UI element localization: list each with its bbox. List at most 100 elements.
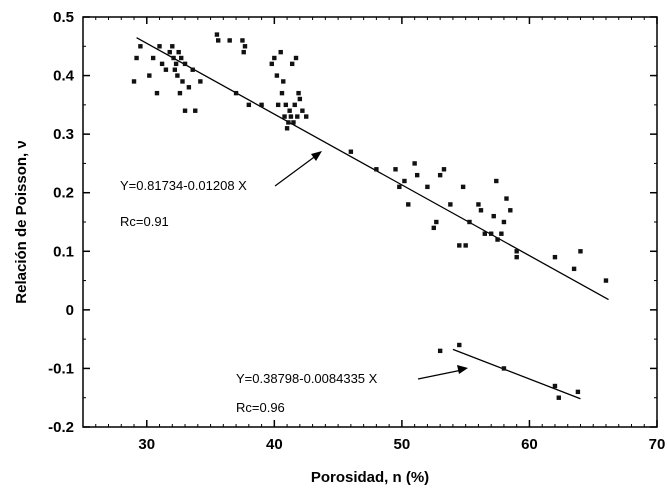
data-point: [287, 108, 292, 113]
data-point: [556, 395, 561, 400]
x-tick-label: 60: [521, 436, 538, 453]
data-point: [414, 172, 420, 178]
data-point: [246, 102, 252, 108]
data-point: [131, 79, 137, 84]
data-point: [431, 225, 436, 231]
data-point: [186, 85, 192, 90]
data-point: [275, 102, 281, 108]
data-point: [501, 366, 507, 371]
x-tick-label: 50: [394, 436, 411, 453]
data-point: [295, 114, 300, 119]
data-point: [193, 108, 198, 113]
data-point: [508, 208, 513, 213]
data-point: [241, 49, 246, 55]
x-tick-label: 40: [266, 436, 283, 453]
x-tick-label: 70: [649, 436, 666, 453]
data-point: [478, 208, 484, 213]
axis-ticks: 30 40 50 60 70 0.5 0.4 0.3 0.2 0.1 0 -0.1 -0.2: [48, 9, 665, 453]
data-point: [286, 120, 291, 125]
data-point: [289, 61, 295, 67]
data-point: [180, 79, 185, 84]
data-point: [163, 67, 169, 72]
y-axis-label: Relación de Poisson, ν: [13, 140, 30, 303]
data-point: [175, 73, 180, 78]
data-points: [131, 32, 609, 400]
data-point: [425, 184, 430, 190]
data-point: [150, 55, 156, 61]
data-point: [282, 114, 287, 119]
data-point: [296, 90, 301, 96]
data-point: [242, 44, 248, 49]
fit2-rc: Rc=0.96: [236, 400, 285, 415]
data-point: [171, 55, 176, 61]
fit2-arrowhead: [457, 365, 468, 374]
y-tick-label: -0.2: [48, 419, 74, 436]
data-point: [297, 96, 303, 102]
data-point: [182, 61, 188, 67]
data-point: [467, 219, 472, 225]
data-point: [198, 79, 203, 84]
data-point: [179, 55, 184, 61]
data-point: [240, 38, 245, 43]
data-point: [304, 114, 309, 119]
data-point: [227, 38, 232, 43]
data-point: [147, 73, 152, 78]
data-point: [457, 342, 462, 348]
data-point: [176, 49, 181, 55]
data-point: [488, 231, 494, 236]
data-point: [259, 102, 264, 108]
data-point: [397, 184, 402, 190]
data-point: [463, 243, 468, 248]
x-axis-label: Porosidad, n (%): [311, 469, 429, 486]
data-point: [406, 202, 411, 207]
data-point: [494, 178, 499, 184]
data-point: [499, 231, 504, 236]
data-point: [514, 249, 519, 254]
data-point: [167, 49, 172, 55]
data-point: [402, 178, 407, 184]
data-point: [177, 90, 183, 96]
data-point: [552, 383, 558, 389]
data-point: [172, 67, 178, 72]
regression-lines: [136, 37, 609, 400]
data-point: [495, 237, 500, 242]
data-point: [288, 114, 294, 119]
data-point: [279, 90, 285, 96]
data-point: [274, 73, 280, 78]
data-point: [476, 202, 481, 207]
data-point: [348, 149, 354, 154]
y-tick-label: 0.5: [53, 9, 74, 26]
data-point: [501, 219, 507, 225]
data-point: [170, 44, 175, 49]
data-point: [603, 278, 609, 283]
y-tick-label: 0.2: [53, 185, 74, 202]
data-point: [157, 44, 162, 49]
fit1-arrowhead: [311, 151, 322, 161]
data-point: [457, 243, 462, 248]
data-point: [434, 219, 439, 225]
data-point: [514, 254, 519, 260]
data-point: [482, 231, 487, 236]
data-point: [552, 254, 558, 260]
y-tick-label: 0: [66, 302, 74, 319]
data-point: [216, 38, 221, 43]
data-point: [134, 55, 139, 61]
data-point: [138, 44, 143, 49]
data-point: [437, 348, 443, 354]
data-point: [173, 61, 179, 67]
data-point: [182, 108, 188, 113]
data-point: [578, 249, 583, 254]
data-point: [441, 167, 447, 172]
data-point: [159, 61, 165, 67]
data-point: [269, 61, 274, 67]
data-point: [374, 167, 379, 172]
plot-frame: [82, 16, 658, 428]
data-point: [291, 120, 296, 125]
data-point: [412, 161, 417, 166]
regression-line-1: [136, 37, 609, 301]
data-point: [504, 196, 509, 201]
data-point: [233, 90, 239, 96]
fit1-rc: Rc=0.91: [120, 214, 169, 229]
fit2-equation: Y=0.38798-0.0084335 X: [236, 371, 378, 386]
